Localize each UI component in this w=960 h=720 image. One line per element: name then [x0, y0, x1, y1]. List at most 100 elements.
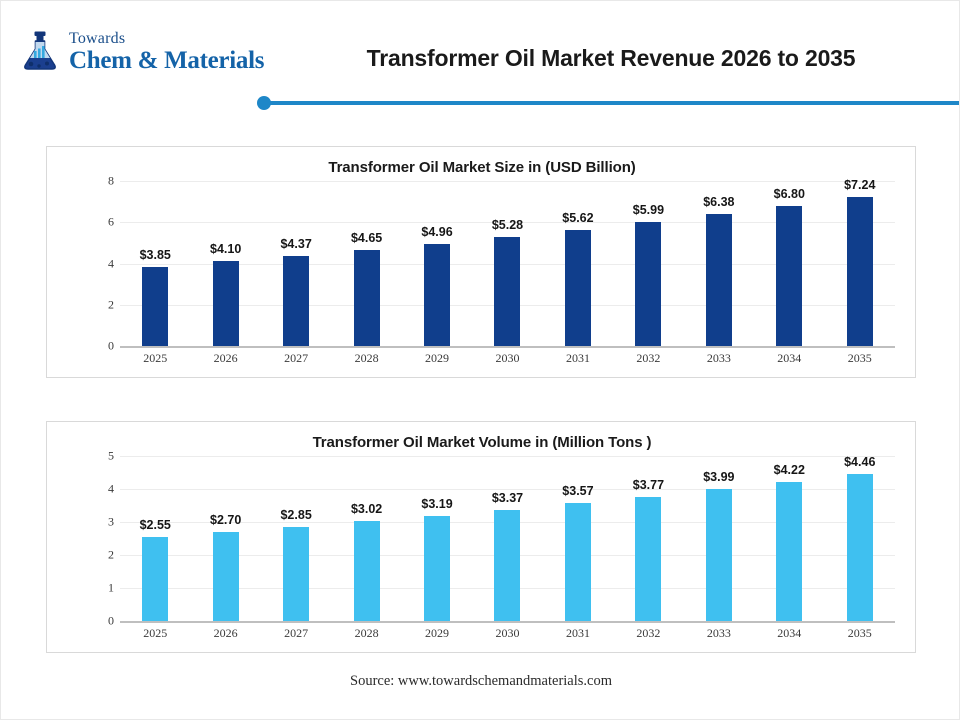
bar-value-label: $3.37: [491, 490, 524, 505]
plot-area-market-volume: 0 1 2 3 4 5 $2.55 $2.70 $2.85 $3.02 $3.19 $3.37 $3.…: [84, 449, 901, 652]
bar-value-label: $3.57: [562, 484, 594, 499]
x-axis-tick-market-volume: 2027: [284, 626, 309, 640]
bar[interactable]: [283, 255, 310, 346]
bar[interactable]: [635, 496, 662, 621]
bar[interactable]: [494, 237, 521, 346]
chart-title-market-volume: Transformer Oil Market Volume in (Millio…: [312, 434, 652, 451]
bar-value-label: $4.96: [421, 224, 453, 239]
bar-column[interactable]: $4.96: [402, 181, 472, 346]
bar-column[interactable]: $4.10: [190, 181, 260, 346]
x-axis-tick-market-size: 2029: [425, 351, 450, 365]
bar-value-label: $3.77: [632, 477, 665, 492]
x-axis-tick-market-volume: 2028: [354, 626, 379, 640]
x-axis-tick-market-size: 2027: [284, 351, 309, 365]
bar-value-label: $5.99: [632, 203, 665, 218]
x-axis-tick-market-volume: 2033: [706, 626, 731, 640]
x-axis-tick-market-volume: 2035: [847, 626, 872, 640]
bar[interactable]: [353, 250, 380, 346]
bar[interactable]: [564, 503, 591, 621]
bar[interactable]: [635, 222, 662, 346]
bar-series-market-size: $3.85 $4.10 $4.37 $4.65 $4.96 $5.28 $5.62 $5.99…: [120, 177, 895, 346]
bar-column[interactable]: $6.38: [684, 181, 754, 346]
bar-value-label: $5.62: [562, 211, 594, 226]
x-axis-tick-market-size: 2030: [495, 351, 520, 365]
bar-value-label: $4.22: [773, 462, 805, 477]
bar-value-label: $4.46: [844, 454, 876, 469]
y-axis-tick-market-size: 4: [108, 256, 114, 270]
brand-line-chem-materials: Chem & Materials: [69, 47, 265, 74]
x-axis-market-size: 2025 2026 2027 2028 2029 2030 2031 2032 2033 2034…: [120, 351, 895, 366]
bar[interactable]: [705, 214, 732, 346]
bar-column[interactable]: $3.57: [543, 456, 613, 621]
x-axis-tick-market-size: 2025: [143, 351, 168, 365]
x-axis-tick-market-volume: 2032: [636, 626, 661, 640]
bar-value-label: $4.65: [350, 231, 383, 246]
bar[interactable]: [494, 509, 521, 621]
x-axis-tick-market-size: 2032: [636, 351, 661, 365]
chart-panel-market-volume: Transformer Oil Market Volume in (Millio…: [46, 421, 916, 653]
bar[interactable]: [776, 481, 803, 621]
x-axis-tick-market-size: 2031: [565, 351, 590, 365]
x-axis-market-volume: 2025 2026 2027 2028 2029 2030 2031 2032 2033 2034…: [120, 626, 895, 641]
bar-column[interactable]: $5.28: [472, 181, 542, 346]
y-axis-tick-market-volume: 4: [108, 481, 114, 496]
bar-column[interactable]: $4.65: [331, 181, 401, 346]
x-axis-tick-market-volume: 2030: [495, 626, 520, 640]
bar[interactable]: [846, 196, 873, 346]
bar-column[interactable]: $3.99: [684, 456, 754, 621]
bar[interactable]: [424, 243, 451, 346]
bar[interactable]: [212, 261, 239, 346]
y-axis-tick-market-size: 0: [108, 338, 114, 353]
bar-column[interactable]: $3.02: [331, 456, 401, 621]
bar-column[interactable]: $2.55: [120, 456, 190, 621]
y-axis-tick-market-size: 8: [108, 173, 114, 188]
bar-column[interactable]: $2.70: [190, 456, 260, 621]
bar-value-label: $7.24: [844, 177, 876, 192]
gridline: [120, 346, 895, 348]
bar[interactable]: [212, 531, 239, 621]
header-divider: [257, 94, 959, 112]
y-axis-tick-market-size: 6: [108, 214, 114, 229]
page-title: Transformer Oil Market Revenue 2026 to 2…: [366, 45, 856, 71]
bar[interactable]: [283, 526, 310, 621]
bar[interactable]: [142, 266, 169, 346]
bar-value-label: $5.28: [491, 218, 524, 233]
bar[interactable]: [564, 230, 591, 346]
source-note: Source: www.towardschemandmaterials.com: [350, 673, 612, 689]
bar-column[interactable]: $4.46: [825, 454, 895, 621]
bar[interactable]: [424, 515, 451, 621]
bar[interactable]: [353, 521, 380, 621]
bar-column[interactable]: $7.24: [825, 177, 895, 346]
bar-column[interactable]: $3.37: [472, 456, 542, 621]
bar-column[interactable]: $3.85: [120, 181, 190, 346]
x-axis-tick-market-size: 2035: [847, 351, 872, 365]
x-axis-tick-market-volume: 2034: [777, 626, 802, 640]
gridline: [120, 489, 895, 490]
y-axis-tick-market-volume: 2: [108, 547, 114, 562]
bar[interactable]: [846, 473, 873, 621]
bar[interactable]: [705, 489, 732, 621]
bar-column[interactable]: $5.62: [543, 181, 613, 346]
bar-value-label: $3.19: [421, 496, 453, 511]
divider-dot-icon: [257, 96, 271, 110]
divider-line: [268, 101, 959, 105]
bar-value-label: $2.85: [280, 507, 312, 522]
x-axis-tick-market-size: 2028: [354, 351, 379, 365]
bar[interactable]: [142, 536, 169, 621]
bar-value-label: $2.55: [139, 517, 171, 532]
bar-column[interactable]: $3.19: [402, 456, 472, 621]
bar-column[interactable]: $2.85: [261, 456, 331, 621]
y-axis-tick-market-volume: 0: [108, 613, 114, 628]
bar-column[interactable]: $4.22: [754, 456, 824, 621]
bar-series-market-volume: $2.55 $2.70 $2.85 $3.02 $3.19 $3.37 $3.57 $3.77…: [120, 454, 895, 621]
brand-wordmark: Towards Chem & Materials: [69, 31, 265, 74]
bar-value-label: $3.02: [350, 502, 383, 517]
bar-column[interactable]: $4.37: [261, 181, 331, 346]
bar-value-label: $6.38: [703, 195, 735, 210]
bar-column[interactable]: $5.99: [613, 181, 683, 346]
bar[interactable]: [776, 205, 803, 346]
x-axis-tick-market-size: 2026: [213, 351, 238, 365]
bar-column[interactable]: $6.80: [754, 181, 824, 346]
bar-column[interactable]: $3.77: [613, 456, 683, 621]
